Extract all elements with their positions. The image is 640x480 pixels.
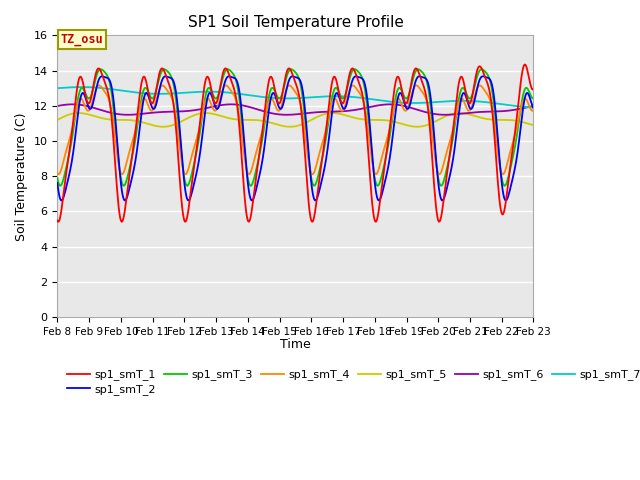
sp1_smT_3: [138, 95, 145, 101]
sp1_smT_1: [54, 218, 61, 224]
sp1_smT_7: [530, 105, 538, 110]
sp1_smT_3: [176, 135, 184, 141]
sp1_smT_5: [328, 110, 336, 116]
sp1_smT_4: [54, 170, 61, 176]
sp1_smT_3: [310, 183, 318, 189]
Line: sp1_smT_5: sp1_smT_5: [58, 113, 534, 127]
sp1_smT_1: [413, 66, 420, 72]
sp1_smT_5: [336, 111, 344, 117]
Line: sp1_smT_7: sp1_smT_7: [58, 87, 534, 108]
sp1_smT_3: [351, 66, 358, 72]
sp1_smT_2: [121, 198, 129, 204]
Line: sp1_smT_6: sp1_smT_6: [58, 104, 534, 115]
sp1_smT_4: [413, 83, 421, 89]
sp1_smT_5: [138, 119, 145, 125]
sp1_smT_2: [336, 96, 344, 101]
sp1_smT_6: [54, 103, 61, 109]
sp1_smT_2: [139, 104, 147, 109]
sp1_smT_1: [372, 219, 380, 225]
sp1_smT_5: [269, 120, 277, 126]
sp1_smT_6: [372, 103, 380, 108]
sp1_smT_5: [159, 124, 167, 130]
sp1_smT_1: [521, 61, 529, 67]
sp1_smT_1: [177, 187, 184, 193]
sp1_smT_5: [177, 119, 184, 125]
sp1_smT_7: [372, 97, 380, 103]
Line: sp1_smT_2: sp1_smT_2: [58, 76, 534, 201]
sp1_smT_3: [373, 182, 381, 188]
sp1_smT_6: [228, 101, 236, 107]
sp1_smT_1: [335, 89, 342, 95]
sp1_smT_7: [139, 90, 147, 96]
sp1_smT_7: [413, 100, 420, 106]
Line: sp1_smT_3: sp1_smT_3: [58, 69, 534, 186]
sp1_smT_6: [176, 108, 184, 114]
Title: SP1 Soil Temperature Profile: SP1 Soil Temperature Profile: [188, 15, 403, 30]
X-axis label: Time: Time: [280, 338, 311, 351]
sp1_smT_4: [308, 171, 316, 177]
Line: sp1_smT_4: sp1_smT_4: [58, 85, 534, 174]
Text: TZ_osu: TZ_osu: [61, 33, 103, 46]
sp1_smT_6: [530, 103, 538, 109]
sp1_smT_6: [442, 112, 449, 118]
sp1_smT_2: [177, 147, 185, 153]
Legend: sp1_smT_1, sp1_smT_2, sp1_smT_3, sp1_smT_4, sp1_smT_5, sp1_smT_6, sp1_smT_7: sp1_smT_1, sp1_smT_2, sp1_smT_3, sp1_smT…: [63, 365, 640, 399]
sp1_smT_4: [336, 105, 344, 110]
sp1_smT_3: [413, 67, 421, 72]
sp1_smT_2: [413, 74, 421, 80]
sp1_smT_1: [118, 219, 125, 225]
sp1_smT_7: [269, 95, 277, 101]
Line: sp1_smT_1: sp1_smT_1: [58, 64, 534, 222]
Y-axis label: Soil Temperature (C): Soil Temperature (C): [15, 112, 28, 240]
sp1_smT_7: [177, 90, 184, 96]
sp1_smT_6: [413, 107, 420, 112]
sp1_smT_7: [335, 94, 342, 99]
sp1_smT_4: [269, 99, 277, 105]
sp1_smT_1: [530, 86, 538, 92]
sp1_smT_5: [373, 117, 381, 123]
sp1_smT_7: [54, 85, 61, 91]
sp1_smT_5: [413, 124, 421, 130]
sp1_smT_3: [54, 175, 61, 181]
sp1_smT_6: [335, 108, 342, 114]
sp1_smT_2: [54, 180, 61, 186]
sp1_smT_5: [530, 122, 538, 128]
sp1_smT_2: [373, 194, 381, 200]
sp1_smT_6: [269, 111, 277, 117]
sp1_smT_3: [335, 89, 342, 95]
sp1_smT_5: [54, 117, 61, 123]
sp1_smT_4: [222, 83, 230, 88]
sp1_smT_7: [78, 84, 86, 90]
sp1_smT_6: [138, 111, 145, 117]
sp1_smT_1: [269, 81, 277, 86]
sp1_smT_4: [138, 99, 145, 105]
sp1_smT_3: [269, 85, 276, 91]
sp1_smT_3: [530, 96, 538, 101]
sp1_smT_4: [373, 171, 381, 177]
sp1_smT_4: [176, 145, 184, 151]
sp1_smT_1: [139, 76, 147, 82]
sp1_smT_2: [162, 73, 170, 79]
sp1_smT_4: [530, 108, 538, 113]
sp1_smT_2: [530, 106, 538, 111]
sp1_smT_2: [271, 91, 278, 97]
